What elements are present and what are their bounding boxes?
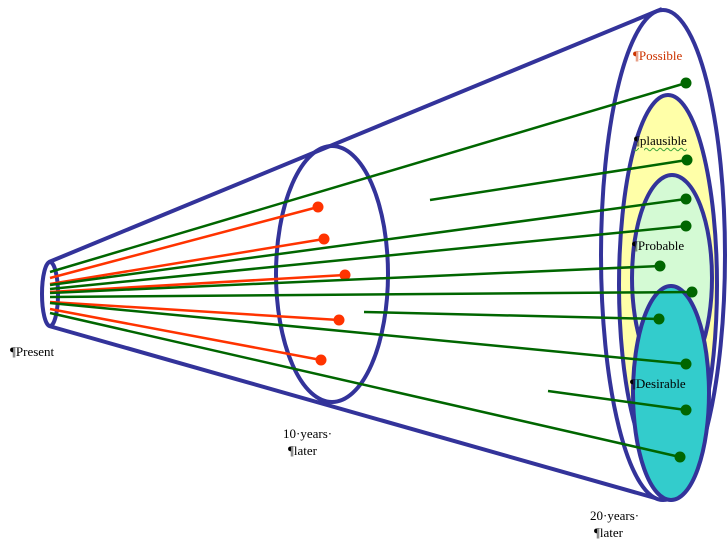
green-scenario-dot <box>681 154 693 166</box>
green-scenario-dot <box>680 193 692 205</box>
green-scenario-line <box>49 264 661 295</box>
red-scenario-line <box>49 273 346 294</box>
red-scenario-dot <box>339 269 351 281</box>
desirable-label: ¶Desirable <box>630 376 686 391</box>
twenty-year-scenarios <box>49 77 698 463</box>
green-scenario-line <box>49 224 687 291</box>
green-scenario-line <box>49 197 687 287</box>
green-scenario-line <box>363 310 660 321</box>
red-scenario-line <box>49 307 322 362</box>
probable-label: ¶Probable <box>632 238 685 253</box>
twenty-years-label-line2: ¶later <box>594 525 623 540</box>
red-scenario-dot <box>318 233 330 245</box>
green-scenario-dot <box>686 286 698 298</box>
red-scenario-dot <box>312 201 324 213</box>
green-scenario-dot <box>680 77 692 89</box>
green-scenario-dot <box>653 313 665 325</box>
green-scenario-line <box>547 389 687 412</box>
possible-label: ¶Possible <box>633 48 683 63</box>
ten-year-scenarios <box>49 201 351 366</box>
green-scenario-dot <box>680 220 692 232</box>
red-scenario-line <box>49 205 319 280</box>
present-label: ¶Present <box>10 344 55 359</box>
cone-top-edge <box>48 7 663 264</box>
green-scenario-dot <box>680 358 692 370</box>
desirable-ring <box>631 284 711 502</box>
green-scenario-line <box>49 290 693 299</box>
green-scenario-line <box>49 301 687 366</box>
green-scenario-line <box>49 81 687 274</box>
cone-bottom-edge <box>48 324 663 502</box>
green-scenario-dot <box>654 260 666 272</box>
green-scenario-line <box>429 158 688 202</box>
plausible-label: ¶plausible <box>634 133 687 148</box>
red-scenario-dot <box>333 314 345 326</box>
twenty-years-label-line1: 20·years· <box>590 508 640 523</box>
ten-years-label-line2: ¶later <box>288 443 317 458</box>
red-scenario-dot <box>315 354 327 366</box>
red-scenario-line <box>49 300 340 322</box>
ten-years-label-line1: 10·years· <box>283 426 333 441</box>
green-scenario-dot <box>674 451 686 463</box>
ten-years-ring <box>274 144 390 404</box>
red-scenario-line <box>49 237 325 286</box>
green-scenario-line <box>49 311 681 459</box>
green-scenario-dot <box>680 404 692 416</box>
